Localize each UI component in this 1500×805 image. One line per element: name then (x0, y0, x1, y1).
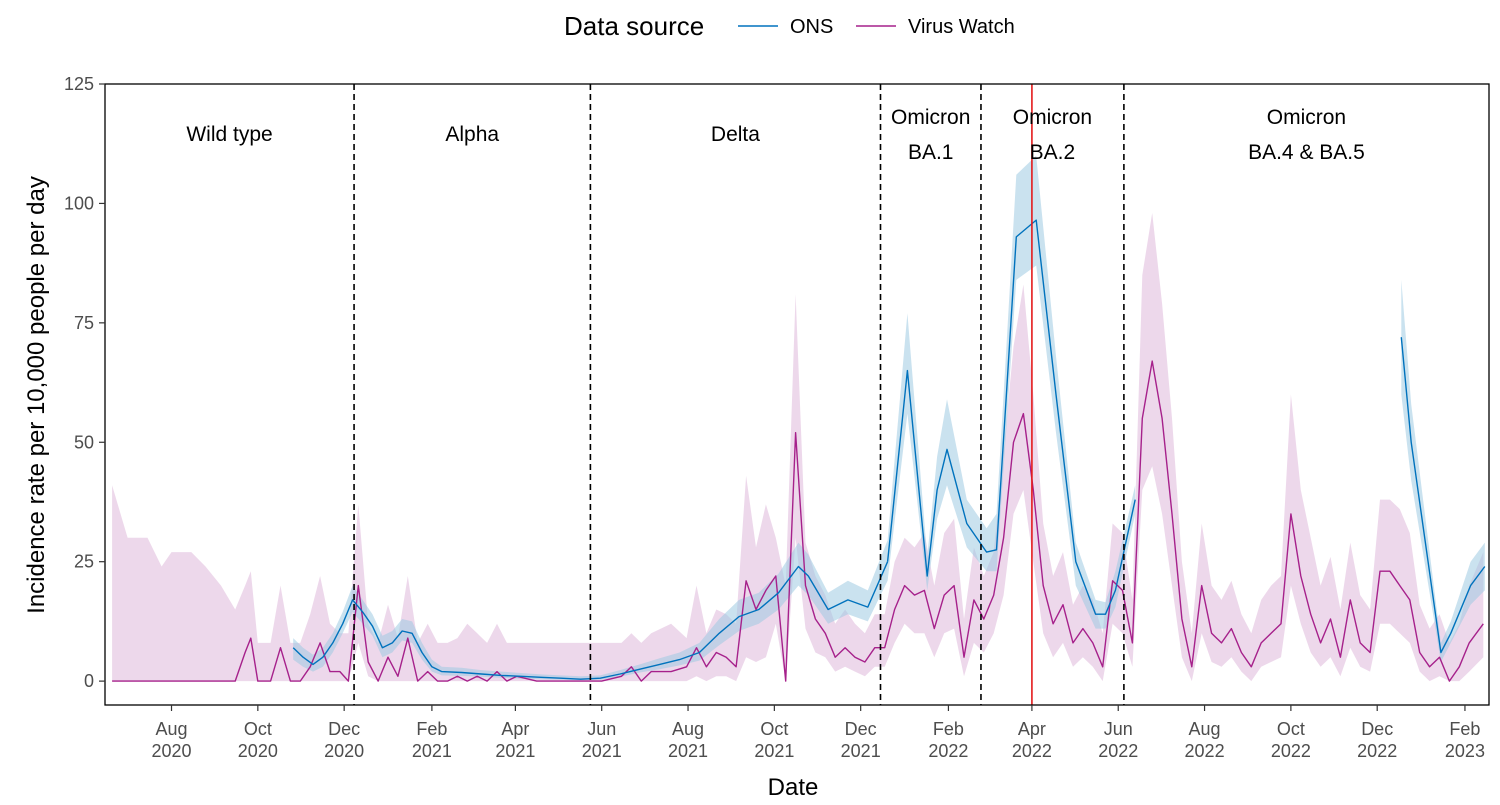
virus-watch-line-0 (112, 360, 1484, 682)
x-tick-label-month: Feb (1449, 719, 1480, 739)
x-tick-label-year: 2020 (151, 741, 191, 761)
y-axis: 0 25 50 75 100 125 (64, 74, 105, 691)
legend-label-virus-watch: Virus Watch (908, 16, 1015, 38)
y-tick-label: 75 (74, 313, 94, 333)
x-tick-label-month: Aug (1189, 719, 1221, 739)
x-axis-title: Date (768, 774, 819, 801)
x-tick-label-month: Oct (760, 719, 788, 739)
variant-label: Wild type (186, 123, 272, 146)
y-tick-label: 125 (64, 74, 94, 94)
x-tick-label-year: 2022 (1357, 741, 1397, 761)
ons-line-2 (1400, 337, 1486, 654)
x-tick-label-year: 2021 (582, 741, 622, 761)
legend: Data source ONS Virus Watch (564, 11, 1015, 41)
legend-title: Data source (564, 11, 704, 41)
variant-label: Omicron (1267, 106, 1346, 129)
x-tick-label-month: Dec (845, 719, 877, 739)
x-tick-label-year: 2021 (668, 741, 708, 761)
x-tick-label-month: Jun (587, 719, 616, 739)
x-tick-label-year: 2022 (1098, 741, 1138, 761)
variant-boundaries (353, 84, 1125, 705)
virus-watch-ribbon-0 (112, 213, 1484, 682)
x-tick-label-month: Aug (672, 719, 704, 739)
x-tick-label-year: 2022 (1012, 741, 1052, 761)
plot-panel-border (104, 83, 1490, 706)
x-tick-label-month: Dec (328, 719, 360, 739)
x-tick-label-month: Oct (1277, 719, 1305, 739)
x-tick-label-year: 2022 (1271, 741, 1311, 761)
x-tick-label-year: 2023 (1445, 741, 1485, 761)
x-tick-label-month: Aug (155, 719, 187, 739)
x-tick-label-month: Jun (1104, 719, 1133, 739)
y-tick-label: 50 (74, 432, 94, 452)
y-tick-label: 100 (64, 193, 94, 213)
legend-label-ons: ONS (790, 16, 833, 38)
variant-sublabel: BA.2 (1030, 141, 1076, 164)
x-tick-label-month: Apr (1018, 719, 1046, 739)
ons-line-0 (292, 561, 889, 680)
variant-sublabel: BA.1 (908, 141, 954, 164)
x-tick-label-month: Apr (501, 719, 529, 739)
ons-ribbon-2 (1401, 279, 1485, 662)
variant-label: Omicron (891, 106, 970, 129)
variant-labels: Wild type Alpha Delta Omicron BA.1 Omicron BA.… (186, 106, 1364, 164)
y-tick-label: 25 (74, 552, 94, 572)
x-axis: Aug2020Oct2020Dec2020Feb2021Apr2021Jun20… (151, 705, 1485, 761)
x-tick-label-month: Oct (244, 719, 272, 739)
ons-line-1 (886, 219, 1136, 615)
x-tick-label-year: 2022 (928, 741, 968, 761)
x-tick-label-month: Dec (1361, 719, 1393, 739)
x-tick-label-year: 2021 (412, 741, 452, 761)
variant-sublabel: BA.4 & BA.5 (1248, 141, 1365, 164)
ons-ribbon-0 (293, 540, 888, 681)
x-tick-label-year: 2020 (238, 741, 278, 761)
series-lines (112, 219, 1486, 682)
x-tick-label-month: Feb (416, 719, 447, 739)
variant-label: Delta (711, 123, 760, 146)
x-tick-label-month: Feb (933, 719, 964, 739)
confidence-ribbons (112, 155, 1485, 682)
x-tick-label-year: 2020 (324, 741, 364, 761)
x-tick-label-year: 2021 (495, 741, 535, 761)
variant-label: Omicron (1013, 106, 1092, 129)
x-tick-label-year: 2021 (841, 741, 881, 761)
y-tick-label: 0 (84, 671, 94, 691)
x-tick-label-year: 2021 (754, 741, 794, 761)
variant-label: Alpha (445, 123, 499, 146)
x-tick-label-year: 2022 (1185, 741, 1225, 761)
y-axis-title: Incidence rate per 10,000 people per day (23, 176, 50, 614)
